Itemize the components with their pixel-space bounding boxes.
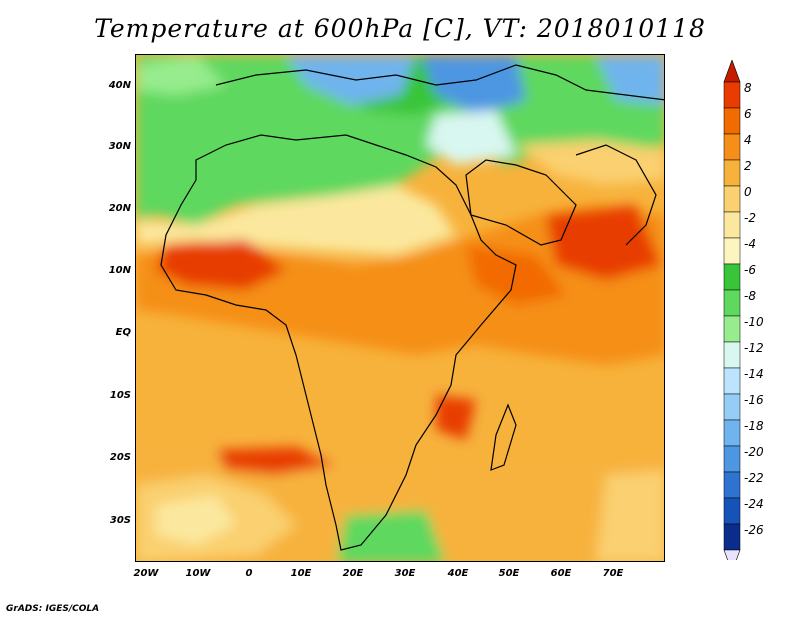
cold-patch-europe	[286, 55, 416, 105]
colorbar-swatch	[723, 367, 741, 395]
lon-label: 30E	[394, 568, 416, 579]
colorbar-label: -18	[744, 419, 764, 433]
colorbar-swatch	[723, 419, 741, 447]
credit-text: GrADS: IGES/COLA	[6, 604, 100, 614]
europe-asia-coastline	[215, 64, 664, 101]
cold-patch-east-europe	[421, 55, 526, 115]
lon-label: 0	[245, 568, 253, 579]
colorbar-label: -16	[744, 393, 764, 407]
colorbar-swatch	[723, 237, 741, 265]
colorbar-swatch	[723, 133, 741, 161]
cold-patch-levant	[426, 110, 516, 165]
colorbar-label: -10	[744, 315, 764, 329]
colorbar-bottom-arrow	[723, 549, 741, 560]
colorbar-label: 0	[744, 185, 752, 199]
colorbar-swatch	[723, 107, 741, 135]
colorbar-label: -2	[744, 211, 756, 225]
colorbar-top-arrow	[723, 60, 741, 83]
lat-label: 10S	[109, 390, 131, 401]
colorbar-swatch	[723, 341, 741, 369]
coastlines	[160, 64, 664, 551]
arabia-coastline	[465, 159, 577, 246]
band-warm-tropics	[136, 205, 664, 365]
colorbar-label: -8	[744, 289, 756, 303]
cool-patch-cape	[336, 510, 446, 561]
lat-label: EQ	[115, 327, 131, 338]
band-transition-north	[136, 185, 456, 255]
hot-patch-west-africa	[156, 240, 286, 290]
colorbar-swatch	[723, 497, 741, 525]
lat-label: 20S	[109, 452, 131, 463]
lon-label: 20E	[342, 568, 364, 579]
lon-label: 60E	[550, 568, 572, 579]
colorbar-label: 4	[744, 133, 752, 147]
colorbar-label: -26	[744, 523, 764, 537]
colorbar-label: -6	[744, 263, 756, 277]
lon-label: 10W	[185, 568, 211, 579]
lat-label: 20N	[108, 203, 131, 214]
lat-label: 10N	[108, 265, 131, 276]
colorbar-label: 2	[744, 159, 752, 173]
colorbar-swatch	[723, 393, 741, 421]
lat-label: 30N	[108, 141, 131, 152]
colorbar-label: -24	[744, 497, 764, 511]
lon-label: 10E	[290, 568, 312, 579]
lon-label: 50E	[498, 568, 520, 579]
colorbar-swatch	[723, 159, 741, 187]
colorbar-swatch	[723, 289, 741, 317]
colorbar-label: 6	[744, 107, 752, 121]
band-cool-southeast	[596, 470, 664, 561]
south-asia-coastline	[575, 144, 657, 246]
lon-label: 70E	[602, 568, 624, 579]
hot-patch-south-atlantic	[216, 447, 336, 475]
temperature-contours	[136, 55, 664, 561]
colorbar-label: -20	[744, 445, 764, 459]
lon-label: 40E	[447, 568, 469, 579]
colorbar-label: -4	[744, 237, 756, 251]
colorbar-label: -12	[744, 341, 764, 355]
hot-patch-horn	[466, 245, 566, 305]
colorbar-swatch	[723, 263, 741, 291]
colorbar-label: -22	[744, 471, 764, 485]
pale-patch-southwest	[156, 495, 236, 545]
lat-label: 40N	[108, 80, 131, 91]
colorbar-label: -14	[744, 367, 764, 381]
colorbar-swatch	[723, 211, 741, 239]
cool-patch-atlantic	[136, 55, 226, 95]
colorbar-swatch	[723, 523, 741, 551]
colorbar-swatch	[723, 445, 741, 473]
lon-label: 20W	[133, 568, 159, 579]
band-arabia-north	[516, 140, 664, 185]
madagascar-coastline	[490, 403, 517, 471]
colorbar-label: 8	[744, 81, 752, 95]
temperature-field	[136, 55, 664, 561]
colorbar-swatch	[723, 81, 741, 109]
colorbar	[723, 60, 741, 560]
colorbar-swatch	[723, 315, 741, 343]
africa-coastline	[160, 134, 517, 551]
map-plot	[135, 54, 665, 562]
colorbar-swatch	[723, 185, 741, 213]
hot-patch-arabian-sea	[546, 205, 661, 280]
lat-label: 30S	[109, 515, 131, 526]
chart-title: Temperature at 600hPa [C], VT: 201801011…	[94, 14, 706, 43]
cold-patch-central-asia	[596, 55, 664, 105]
colorbar-swatch	[723, 471, 741, 499]
hot-patch-mozambique	[436, 395, 476, 440]
band-cool-north	[136, 55, 664, 225]
